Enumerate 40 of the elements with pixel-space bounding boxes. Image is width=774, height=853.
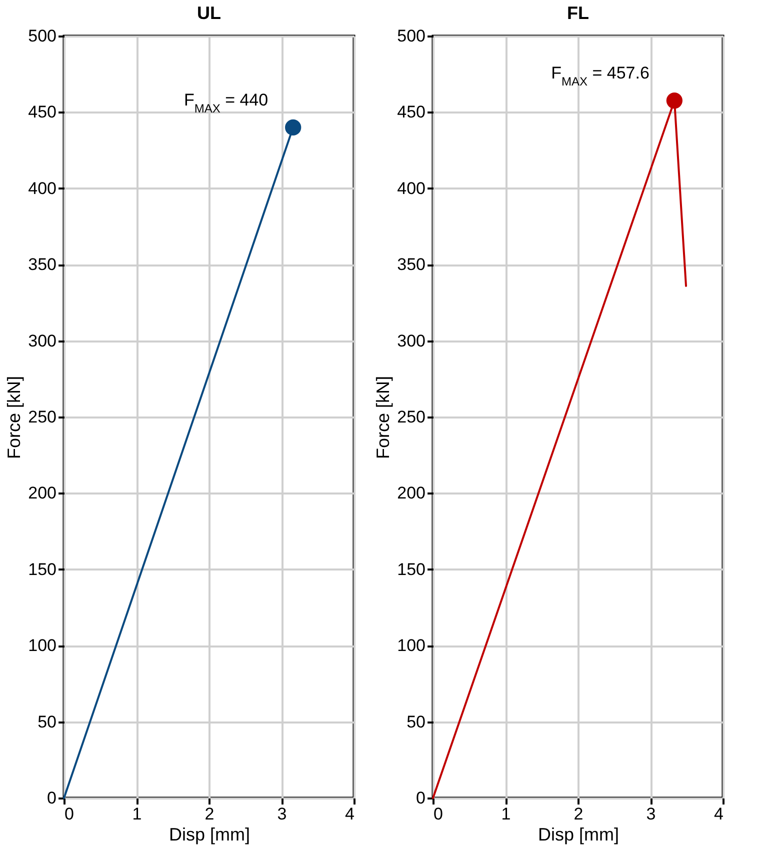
x-tick-label: 2 — [574, 804, 584, 824]
chart-title: FL — [567, 3, 589, 23]
y-tick-label: 150 — [28, 560, 56, 579]
y-axis-title: Force [kN] — [4, 376, 24, 460]
x-tick-label: 0 — [434, 804, 443, 824]
y-tick-label: 400 — [28, 178, 56, 198]
y-tick-label: 300 — [397, 331, 426, 350]
y-tick-label: 100 — [28, 636, 56, 656]
y-tick-label: 350 — [397, 255, 426, 274]
y-tick-label: 500 — [28, 26, 56, 46]
x-axis-title: Disp [mm] — [169, 824, 250, 844]
y-tick-label: 300 — [28, 331, 56, 350]
y-tick-label: 250 — [28, 408, 56, 426]
y-tick-label: 400 — [397, 178, 426, 198]
y-tick-label: 450 — [397, 102, 426, 122]
y-tick-label: 250 — [397, 408, 426, 426]
y-tick-label: 200 — [28, 484, 56, 503]
chart-title: UL — [197, 3, 221, 23]
x-tick-label: 4 — [714, 804, 724, 824]
annotation: F$_{MAX}$ = 457.6 — [551, 64, 650, 89]
y-tick-label: 0 — [416, 788, 426, 808]
y-tick-label: 150 — [397, 560, 426, 579]
x-tick-label: 3 — [277, 804, 287, 824]
x-tick-label: 4 — [345, 804, 354, 824]
x-axis-title: Disp [mm] — [538, 824, 619, 844]
y-tick-label: 50 — [406, 712, 426, 732]
x-tick-label: 1 — [501, 804, 511, 824]
x-tick-label: 1 — [132, 804, 142, 824]
y-tick-label: 200 — [397, 484, 426, 503]
y-tick-label: 500 — [397, 26, 426, 46]
y-tick-label: 50 — [38, 712, 56, 732]
y-tick-label: 350 — [28, 255, 56, 274]
y-tick-label: 100 — [397, 636, 426, 656]
x-tick-label: 0 — [64, 804, 74, 824]
y-tick-label: 0 — [47, 788, 56, 808]
y-axis-title: Force [kN] — [373, 376, 394, 460]
x-tick-label: 3 — [646, 804, 656, 824]
annotation: F$_{MAX}$ = 440 — [184, 90, 268, 116]
y-tick-label: 450 — [28, 102, 56, 122]
x-tick-label: 2 — [204, 804, 214, 824]
